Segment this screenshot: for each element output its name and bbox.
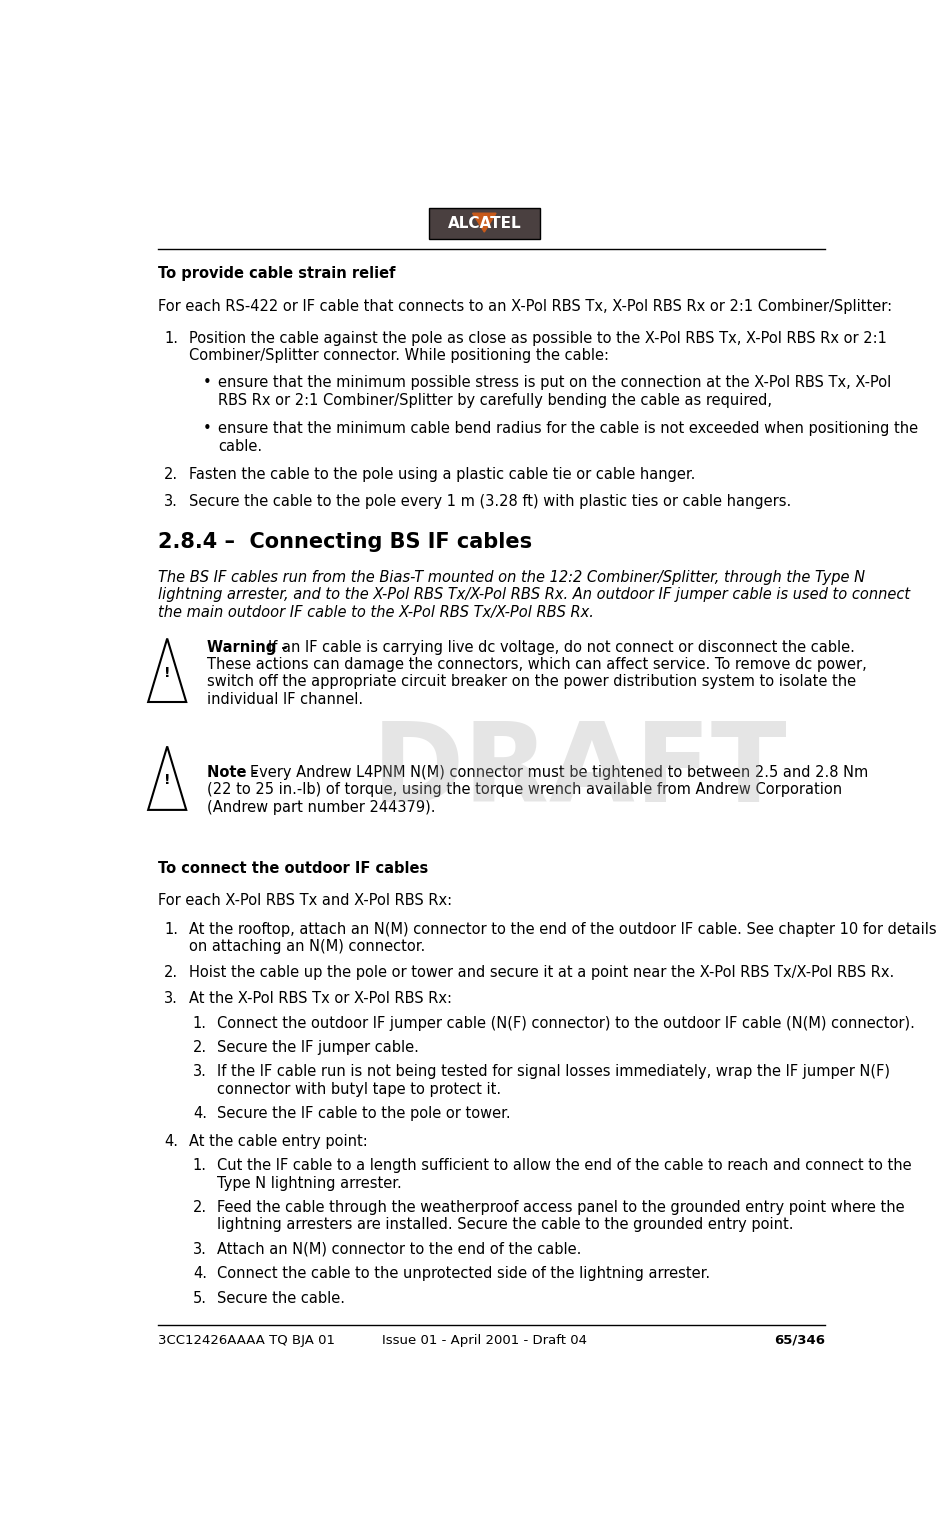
Text: 2.: 2. (164, 965, 178, 980)
Text: 65/346: 65/346 (773, 1333, 824, 1347)
FancyBboxPatch shape (429, 208, 539, 238)
Text: •: • (202, 376, 211, 391)
Text: ensure that the minimum possible stress is put on the connection at the X-Pol RB: ensure that the minimum possible stress … (218, 376, 891, 391)
Text: 3.: 3. (193, 1241, 207, 1257)
Text: If an IF cable is carrying live dc voltage, do not connect or disconnect the cab: If an IF cable is carrying live dc volta… (267, 640, 853, 655)
Text: Note -: Note - (208, 765, 263, 780)
Text: on attaching an N(M) connector.: on attaching an N(M) connector. (189, 939, 425, 954)
Text: Combiner/Splitter connector. While positioning the cable:: Combiner/Splitter connector. While posit… (189, 348, 609, 363)
Text: 3.: 3. (164, 991, 178, 1006)
Text: 4.: 4. (164, 1135, 178, 1148)
Text: 2.: 2. (193, 1200, 207, 1215)
Text: 1.: 1. (193, 1159, 207, 1173)
Text: Cut the IF cable to a length sufficient to allow the end of the cable to reach a: Cut the IF cable to a length sufficient … (217, 1159, 911, 1173)
Text: 1.: 1. (193, 1015, 207, 1031)
Text: Every Andrew L4PNM N(M) connector must be tightened to between 2.5 and 2.8 Nm: Every Andrew L4PNM N(M) connector must b… (249, 765, 868, 780)
Text: (22 to 25 in.-lb) of torque, using the torque wrench available from Andrew Corpo: (22 to 25 in.-lb) of torque, using the t… (208, 782, 842, 797)
Text: The BS IF cables run from the Bias-T mounted on the 12:2 Combiner/Splitter, thro: The BS IF cables run from the Bias-T mou… (159, 570, 865, 585)
Polygon shape (472, 214, 496, 232)
Text: 4.: 4. (193, 1266, 207, 1281)
Text: Secure the cable to the pole every 1 m (3.28 ft) with plastic ties or cable hang: Secure the cable to the pole every 1 m (… (189, 493, 790, 508)
Text: ensure that the minimum cable bend radius for the cable is not exceeded when pos: ensure that the minimum cable bend radiu… (218, 421, 918, 437)
Text: connector with butyl tape to protect it.: connector with butyl tape to protect it. (217, 1081, 500, 1096)
Text: For each RS-422 or IF cable that connects to an X-Pol RBS Tx, X-Pol RBS Rx or 2:: For each RS-422 or IF cable that connect… (159, 299, 891, 313)
Text: To connect the outdoor IF cables: To connect the outdoor IF cables (159, 861, 429, 875)
Text: Connect the cable to the unprotected side of the lightning arrester.: Connect the cable to the unprotected sid… (217, 1266, 709, 1281)
Text: Type N lightning arrester.: Type N lightning arrester. (217, 1176, 401, 1191)
Text: Connect the outdoor IF jumper cable (N(F) connector) to the outdoor IF cable (N(: Connect the outdoor IF jumper cable (N(F… (217, 1015, 914, 1031)
Text: !: ! (163, 666, 170, 680)
Text: Issue 01 - April 2001 - Draft 04: Issue 01 - April 2001 - Draft 04 (381, 1333, 586, 1347)
Text: RBS Rx or 2:1 Combiner/Splitter by carefully bending the cable as required,: RBS Rx or 2:1 Combiner/Splitter by caref… (218, 392, 771, 408)
Text: Fasten the cable to the pole using a plastic cable tie or cable hanger.: Fasten the cable to the pole using a pla… (189, 467, 695, 483)
Text: For each X-Pol RBS Tx and X-Pol RBS Rx:: For each X-Pol RBS Tx and X-Pol RBS Rx: (159, 893, 452, 909)
Text: These actions can damage the connectors, which can affect service. To remove dc : These actions can damage the connectors,… (208, 657, 867, 672)
Text: 3.: 3. (164, 493, 178, 508)
Text: lightning arrester, and to the X-Pol RBS Tx/X-Pol RBS Rx. An outdoor IF jumper c: lightning arrester, and to the X-Pol RBS… (159, 588, 910, 603)
Text: Secure the cable.: Secure the cable. (217, 1290, 345, 1306)
Text: (Andrew part number 244379).: (Andrew part number 244379). (208, 800, 435, 815)
Text: switch off the appropriate circuit breaker on the power distribution system to i: switch off the appropriate circuit break… (208, 675, 855, 690)
Text: 3CC12426AAAA TQ BJA 01: 3CC12426AAAA TQ BJA 01 (159, 1333, 335, 1347)
Text: 1.: 1. (164, 331, 178, 345)
Text: 5.: 5. (193, 1290, 207, 1306)
Text: 2.8.4 –  Connecting BS IF cables: 2.8.4 – Connecting BS IF cables (159, 531, 532, 551)
Text: DRAFT: DRAFT (371, 718, 786, 825)
Text: Attach an N(M) connector to the end of the cable.: Attach an N(M) connector to the end of t… (217, 1241, 581, 1257)
Text: •: • (202, 421, 211, 437)
Text: 2.: 2. (164, 467, 178, 483)
Text: Secure the IF cable to the pole or tower.: Secure the IF cable to the pole or tower… (217, 1106, 510, 1121)
Text: Secure the IF jumper cable.: Secure the IF jumper cable. (217, 1040, 418, 1055)
Text: If the IF cable run is not being tested for signal losses immediately, wrap the : If the IF cable run is not being tested … (217, 1064, 889, 1080)
Text: the main outdoor IF cable to the X-Pol RBS Tx/X-Pol RBS Rx.: the main outdoor IF cable to the X-Pol R… (159, 605, 594, 620)
Text: !: ! (163, 774, 170, 788)
Text: 2.: 2. (193, 1040, 207, 1055)
Text: 4.: 4. (193, 1106, 207, 1121)
Text: To provide cable strain relief: To provide cable strain relief (159, 266, 396, 281)
Text: At the cable entry point:: At the cable entry point: (189, 1135, 367, 1148)
Text: 3.: 3. (193, 1064, 207, 1080)
Text: Position the cable against the pole as close as possible to the X-Pol RBS Tx, X-: Position the cable against the pole as c… (189, 331, 886, 345)
Text: At the rooftop, attach an N(M) connector to the end of the outdoor IF cable. See: At the rooftop, attach an N(M) connector… (189, 922, 936, 936)
Text: Hoist the cable up the pole or tower and secure it at a point near the X-Pol RBS: Hoist the cable up the pole or tower and… (189, 965, 893, 980)
Text: Warning -: Warning - (208, 640, 293, 655)
Text: 1.: 1. (164, 922, 178, 936)
Text: At the X-Pol RBS Tx or X-Pol RBS Rx:: At the X-Pol RBS Tx or X-Pol RBS Rx: (189, 991, 451, 1006)
Text: cable.: cable. (218, 438, 262, 454)
Text: Feed the cable through the weatherproof access panel to the grounded entry point: Feed the cable through the weatherproof … (217, 1200, 903, 1215)
Text: ALCATEL: ALCATEL (447, 215, 520, 231)
Text: lightning arresters are installed. Secure the cable to the grounded entry point.: lightning arresters are installed. Secur… (217, 1217, 793, 1232)
Text: individual IF channel.: individual IF channel. (208, 692, 363, 707)
